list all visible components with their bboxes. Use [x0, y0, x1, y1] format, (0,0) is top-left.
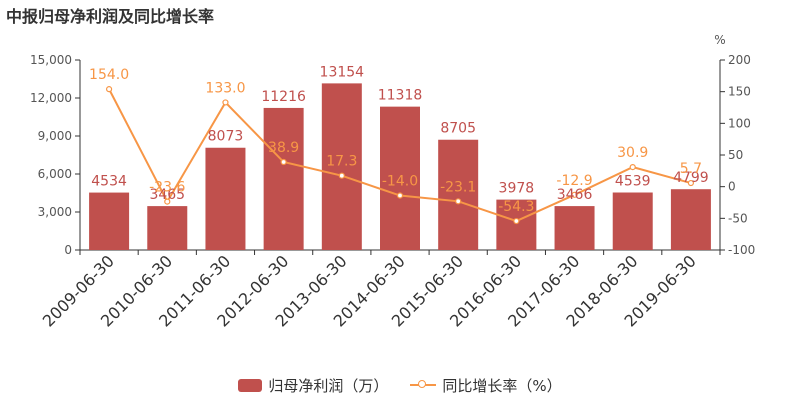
growth-point [164, 198, 171, 205]
chart-legend: 归母净利润（万） 同比增长率（%） [0, 373, 800, 397]
line-data-label: 5.7 [680, 161, 702, 177]
left-tick-label: 3,000 [38, 205, 72, 219]
bar [670, 189, 711, 250]
bar-data-label: 4799 [673, 170, 709, 186]
bar [438, 139, 479, 250]
growth-point [396, 192, 404, 199]
line-data-label: 38.9 [268, 140, 299, 156]
bar-data-label: 3978 [499, 181, 535, 197]
growth-point [222, 99, 229, 106]
line-data-label: 154.0 [89, 67, 129, 83]
bar-data-label: 8073 [208, 129, 244, 145]
bar [321, 83, 362, 251]
right-tick-label: 50 [728, 148, 743, 162]
bar-data-label: 11216 [261, 89, 306, 105]
growth-point [105, 86, 113, 93]
line-data-label: -12.9 [556, 173, 592, 189]
line-data-label: -54.3 [498, 199, 534, 215]
legend-bar-label: 归母净利润（万） [268, 376, 389, 395]
bar-data-label: 3465 [149, 187, 185, 203]
bar [380, 106, 420, 250]
left-tick-label: 6,000 [38, 167, 72, 181]
right-tick-label: -50 [728, 211, 748, 225]
legend-bar-swatch [238, 378, 263, 392]
right-tick-label: 0 [728, 180, 736, 194]
growth-point [687, 179, 695, 187]
line-data-label: 30.9 [617, 145, 648, 161]
line-data-label: -14.0 [382, 174, 418, 190]
legend-line-swatch [410, 378, 437, 392]
bar-data-label: 3466 [557, 187, 593, 203]
growth-point [571, 191, 578, 198]
right-tick-label: 100 [728, 116, 751, 130]
bar-data-label: 13154 [320, 64, 365, 80]
line-data-label: -23.6 [149, 180, 185, 196]
line-data-label: 133.0 [205, 80, 245, 96]
growth-point [629, 163, 636, 171]
bar [554, 206, 595, 250]
right-axis-unit-label: % [714, 33, 725, 47]
left-tick-label: 0 [64, 243, 72, 257]
growth-point [280, 158, 287, 166]
bar-data-label: 11318 [378, 88, 423, 104]
legend-item-line[interactable]: 同比增长率（%） [410, 375, 562, 396]
growth-point [513, 217, 520, 225]
bar [205, 147, 246, 250]
line-data-label: 17.3 [326, 154, 357, 170]
line-data-label: -23.1 [440, 179, 476, 195]
bar [496, 199, 537, 250]
right-tick-label: -100 [728, 243, 755, 257]
left-tick-label: 12,000 [30, 91, 72, 105]
growth-point [338, 172, 345, 179]
chart-title: 中报归母净利润及同比增长率 [6, 7, 215, 26]
left-tick-label: 15,000 [30, 53, 72, 67]
bar-data-label: 4539 [615, 174, 651, 190]
bar [89, 192, 130, 250]
bar [263, 107, 304, 250]
left-tick-label: 9,000 [38, 129, 72, 143]
bar-data-label: 8705 [440, 121, 476, 137]
right-tick-label: 200 [728, 53, 751, 67]
bar-data-label: 4534 [91, 174, 127, 190]
bar [612, 192, 653, 250]
bar [147, 206, 188, 250]
right-tick-label: 150 [728, 85, 751, 99]
legend-item-bar[interactable]: 归母净利润（万） [238, 375, 388, 396]
legend-line-label: 同比增长率（%） [442, 376, 562, 395]
growth-point [455, 198, 462, 205]
